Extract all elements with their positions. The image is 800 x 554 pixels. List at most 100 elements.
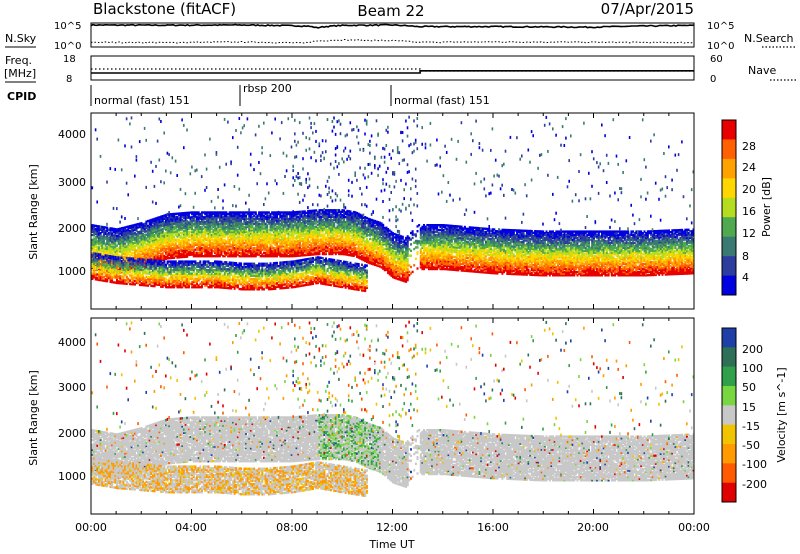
power-point-5744 — [212, 217, 215, 221]
power-point-8470 — [269, 243, 272, 246]
power-point-4830 — [192, 233, 195, 237]
power-point-6774 — [233, 229, 236, 232]
power-point-276 — [96, 278, 99, 281]
power-point-8510 — [269, 282, 272, 286]
power-point-5904 — [215, 214, 218, 217]
power-point-2334 — [140, 283, 143, 287]
power-point-4916 — [194, 216, 197, 219]
power-point-7058 — [238, 264, 241, 267]
power-point-5140 — [199, 221, 202, 224]
power-point-4946 — [194, 169, 196, 173]
power-point-9524 — [290, 284, 293, 287]
power-point-3270 — [160, 225, 163, 228]
power-point-4360 — [183, 239, 185, 242]
noise-tick-low: 10^0 — [54, 41, 81, 52]
power-point-8080 — [261, 245, 264, 248]
power-point-8774 — [276, 253, 278, 256]
power-point-2322 — [140, 230, 143, 233]
power-point-5484 — [207, 246, 210, 250]
power-point-2168 — [137, 237, 140, 240]
power-point-2206 — [137, 263, 140, 266]
power-point-1560 — [124, 237, 127, 240]
power-point-2262 — [138, 271, 141, 275]
power-point-478 — [101, 245, 104, 248]
power-point-1484 — [122, 238, 125, 241]
power-point-1812 — [129, 269, 132, 272]
power-point-7426 — [246, 276, 249, 279]
power-point-38 — [91, 229, 94, 232]
power-point-3814 — [171, 238, 174, 242]
power-point-6770 — [233, 232, 236, 235]
power-point-3100 — [156, 228, 159, 231]
power-point-2224 — [138, 250, 141, 253]
power-point-4822 — [192, 240, 195, 243]
power-point-2582 — [145, 260, 148, 263]
power-point-7734 — [253, 288, 256, 291]
power-point-8710 — [274, 237, 277, 240]
power-point-9506 — [290, 222, 293, 225]
power-point-6066 — [218, 224, 221, 227]
power-point-1770 — [129, 255, 132, 259]
power-point-5548 — [207, 262, 210, 265]
power-point-8022 — [259, 232, 262, 235]
power-point-9658 — [294, 243, 296, 246]
power-point-4980 — [196, 227, 198, 230]
power-point-5470 — [205, 167, 208, 171]
power-point-8226 — [264, 253, 267, 256]
power-point-6674 — [232, 243, 234, 246]
power-point-5034 — [197, 248, 200, 251]
power-point-4900 — [194, 232, 197, 235]
power-point-9824 — [297, 243, 300, 246]
power-point-8868 — [277, 235, 280, 238]
power-point-7472 — [248, 232, 251, 235]
power-point-7652 — [251, 221, 254, 224]
power-point-9886 — [297, 259, 300, 262]
power-point-8238 — [264, 242, 267, 245]
power-point-9718 — [294, 118, 296, 122]
power-point-7282 — [243, 276, 246, 279]
power-point-2988 — [155, 256, 158, 259]
power-point-3408 — [163, 246, 166, 250]
power-point-1844 — [130, 252, 133, 255]
power-point-6504 — [228, 255, 231, 258]
power-point-7112 — [240, 214, 243, 217]
power-point-3214 — [158, 270, 161, 273]
power-point-6930 — [236, 235, 239, 238]
power-point-2250 — [138, 283, 141, 287]
power-point-7130 — [240, 270, 243, 274]
power-point-9208 — [284, 214, 287, 217]
power-scatter — [91, 115, 694, 293]
power-point-7712 — [253, 235, 256, 238]
power-point-4268 — [181, 249, 184, 252]
power-point-64 — [91, 258, 94, 262]
power-point-7704 — [253, 242, 256, 245]
power-point-4644 — [187, 279, 190, 282]
power-point-9480 — [290, 245, 293, 248]
power-point-728 — [106, 274, 109, 278]
power-point-1480 — [122, 241, 125, 244]
power-point-4516 — [186, 248, 189, 252]
power-point-9612 — [292, 277, 295, 280]
power-point-3486 — [165, 244, 167, 247]
power-point-8746 — [274, 280, 277, 284]
power-point-3890 — [173, 245, 176, 248]
power-point-1824 — [129, 257, 132, 260]
power-point-6862 — [235, 224, 238, 227]
power-point-5848 — [214, 265, 216, 268]
power-point-2870 — [151, 279, 154, 283]
power-point-9856 — [297, 215, 300, 219]
power-point-2264 — [138, 270, 141, 273]
power-point-3656 — [168, 231, 171, 234]
power-point-7116 — [240, 288, 243, 291]
power-point-8808 — [276, 225, 278, 229]
power-point-7312 — [245, 240, 247, 243]
power-point-6788 — [233, 217, 236, 221]
freq-tick-low: 8 — [66, 74, 72, 85]
power-point-2460 — [143, 248, 146, 251]
power-point-7332 — [245, 222, 247, 225]
power-point-4458 — [184, 224, 187, 228]
power-point-6260 — [222, 269, 225, 272]
power-point-9194 — [284, 225, 287, 229]
power-point-572 — [102, 230, 105, 234]
power-point-1250 — [117, 232, 120, 236]
